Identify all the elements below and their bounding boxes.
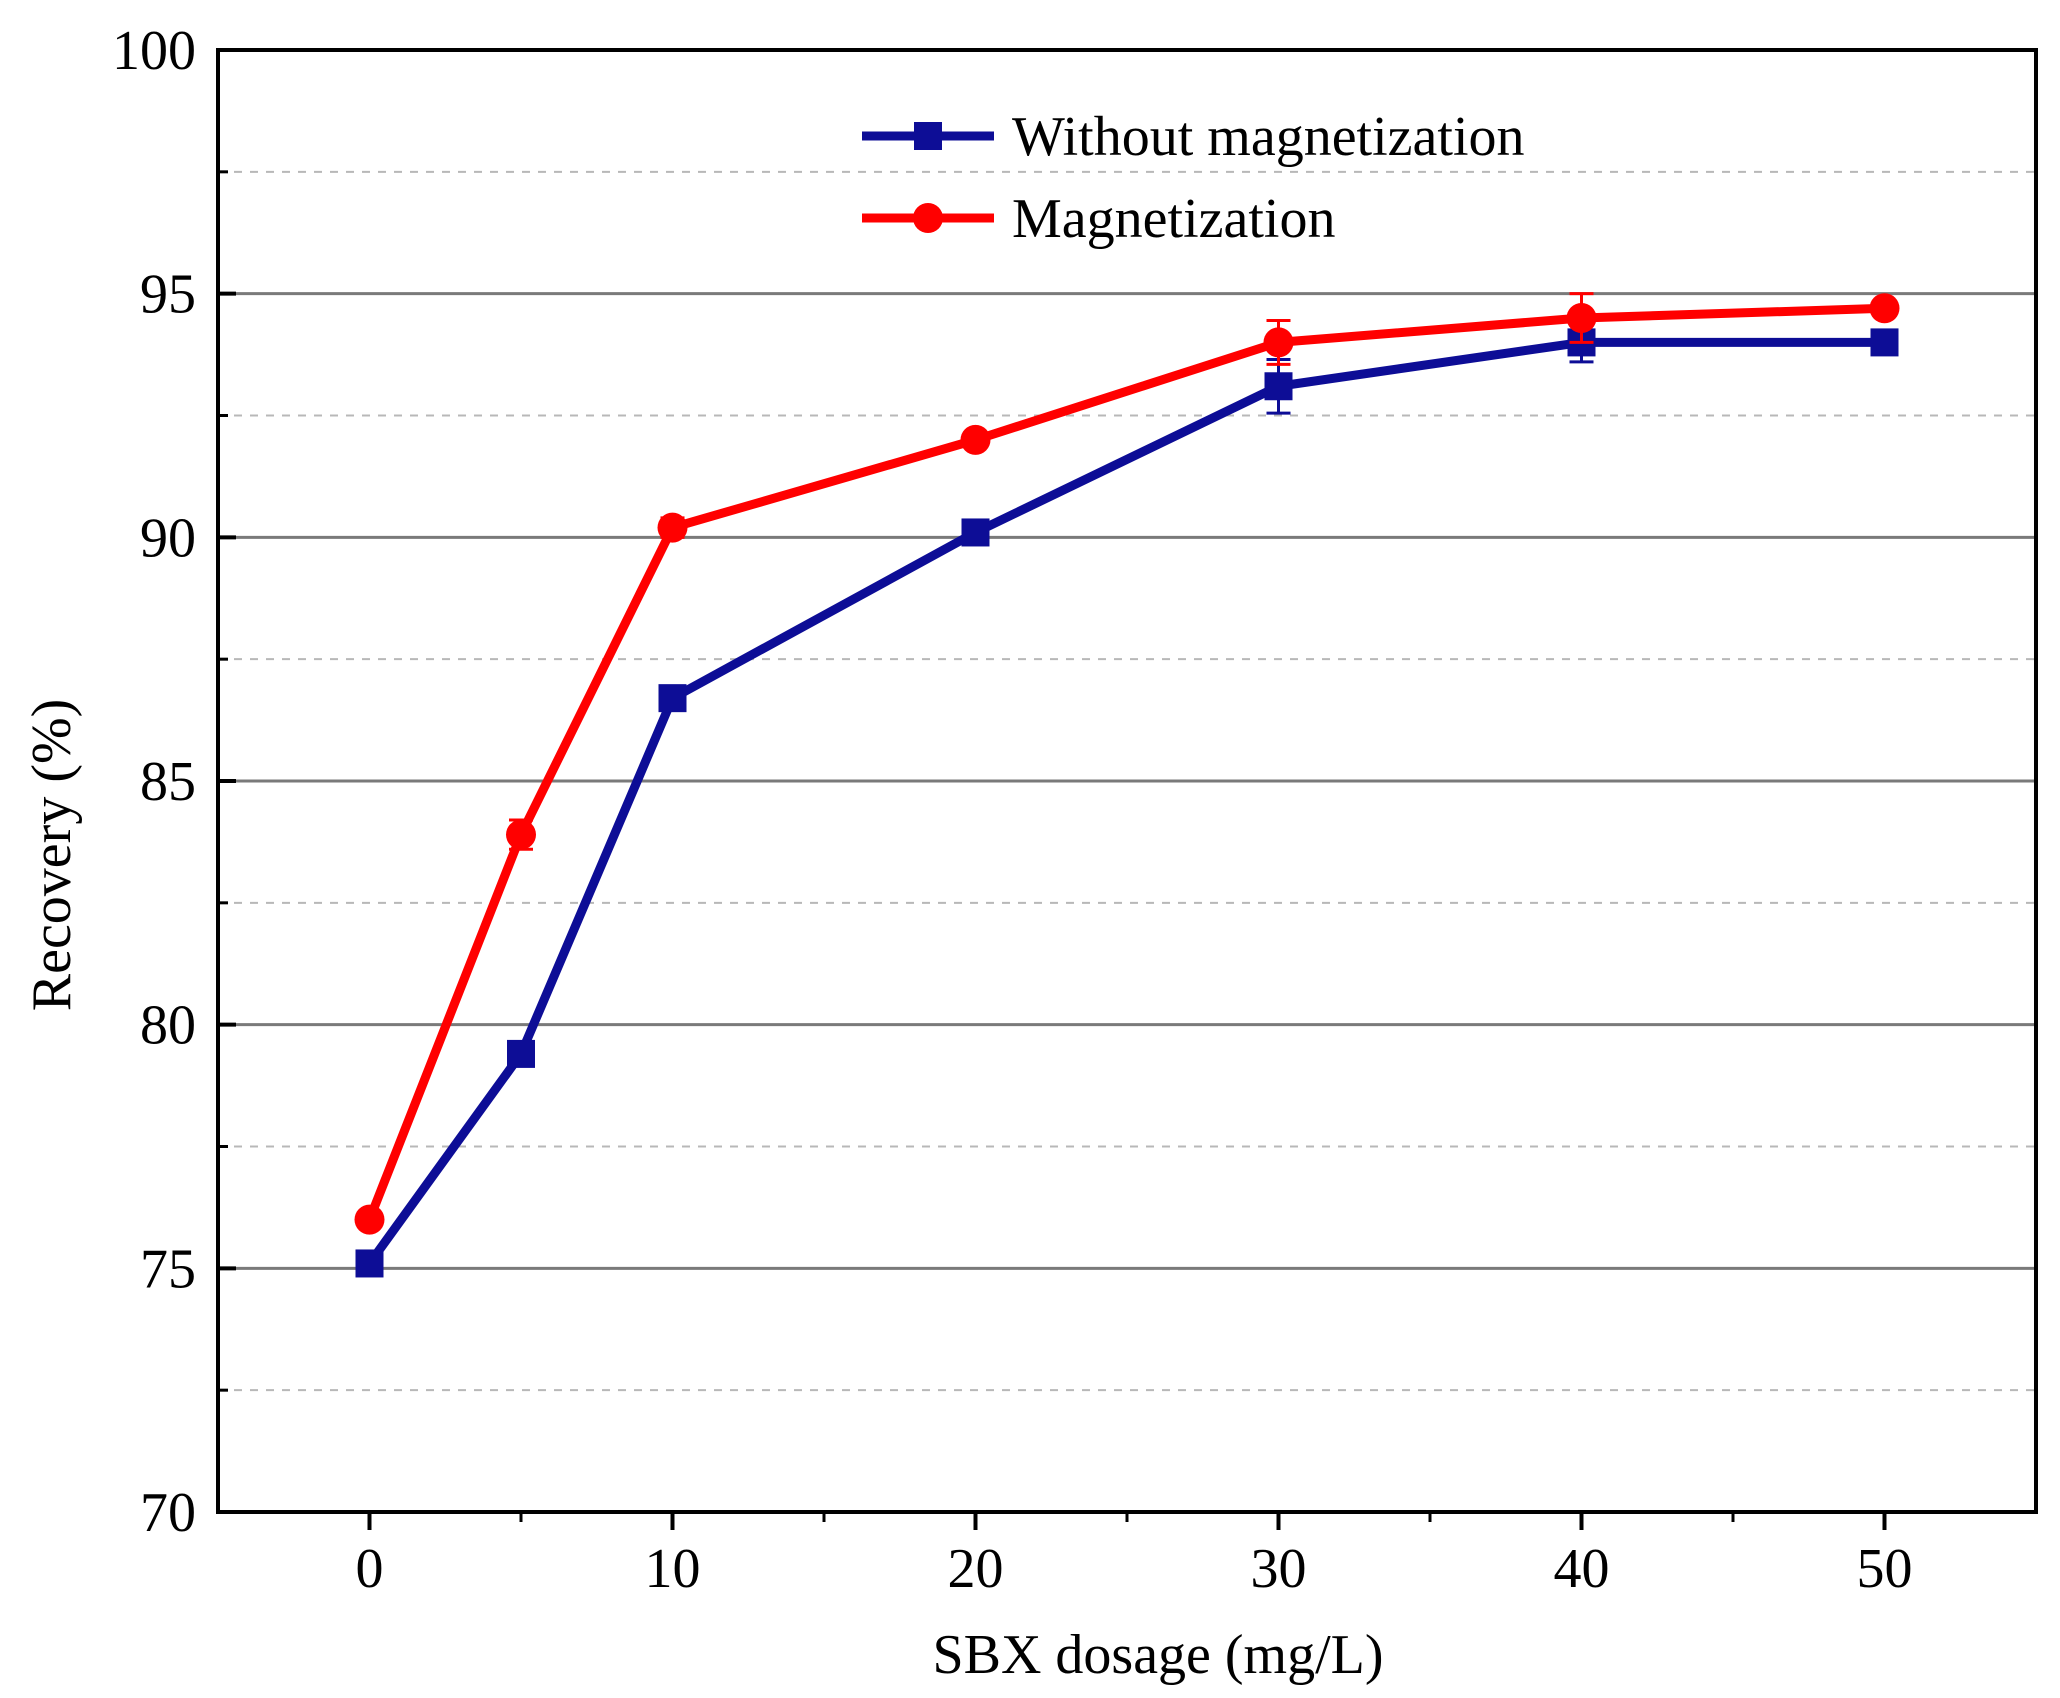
legend-marker: [914, 122, 942, 150]
x-tick-label: 0: [356, 1538, 384, 1600]
legend-entry-2: Magnetization: [862, 188, 1335, 250]
legend-label: Without magnetization: [1012, 106, 1525, 168]
x-tick-label: 20: [948, 1538, 1004, 1600]
data-point: [961, 518, 990, 547]
data-point: [658, 684, 687, 713]
data-point: [1566, 303, 1597, 334]
legend: Without magnetization Magnetization: [862, 106, 1525, 250]
legend-label: Magnetization: [1012, 188, 1335, 250]
y-tick-label: 70: [140, 1482, 196, 1544]
y-tick-label: 90: [140, 507, 196, 569]
data-point: [507, 1039, 535, 1068]
x-tick-label: 50: [1857, 1538, 1913, 1600]
data-point: [1263, 327, 1294, 358]
y-tick-label: 100: [112, 20, 196, 82]
data-series: [354, 292, 1900, 1278]
data-point: [1264, 372, 1293, 401]
legend-entry-1: Without magnetization: [862, 106, 1525, 168]
data-point: [1870, 328, 1899, 357]
data-point: [354, 1204, 385, 1235]
data-point: [1869, 293, 1900, 324]
legend-marker: [913, 203, 943, 233]
series-2: [354, 292, 1900, 1235]
x-tick-label: 40: [1554, 1538, 1610, 1600]
data-point: [657, 512, 688, 543]
y-axis-title: Recovery (%): [21, 699, 83, 1012]
x-axis-title: SBX dosage (mg/L): [932, 1624, 1383, 1686]
data-point: [960, 424, 991, 455]
gridlines: [218, 170, 2036, 1392]
y-tick-label: 95: [140, 264, 196, 326]
y-tick-label: 80: [140, 995, 196, 1057]
data-point: [506, 819, 536, 850]
y-tick-label: 75: [140, 1238, 196, 1300]
y-tick-label: 85: [140, 751, 196, 813]
data-point: [355, 1249, 384, 1278]
x-tick-label: 30: [1251, 1538, 1307, 1600]
axes: 70 75 80 85 90 95 100 0 10 20 30 40 50: [112, 20, 2038, 1600]
x-tick-label: 10: [645, 1538, 701, 1600]
